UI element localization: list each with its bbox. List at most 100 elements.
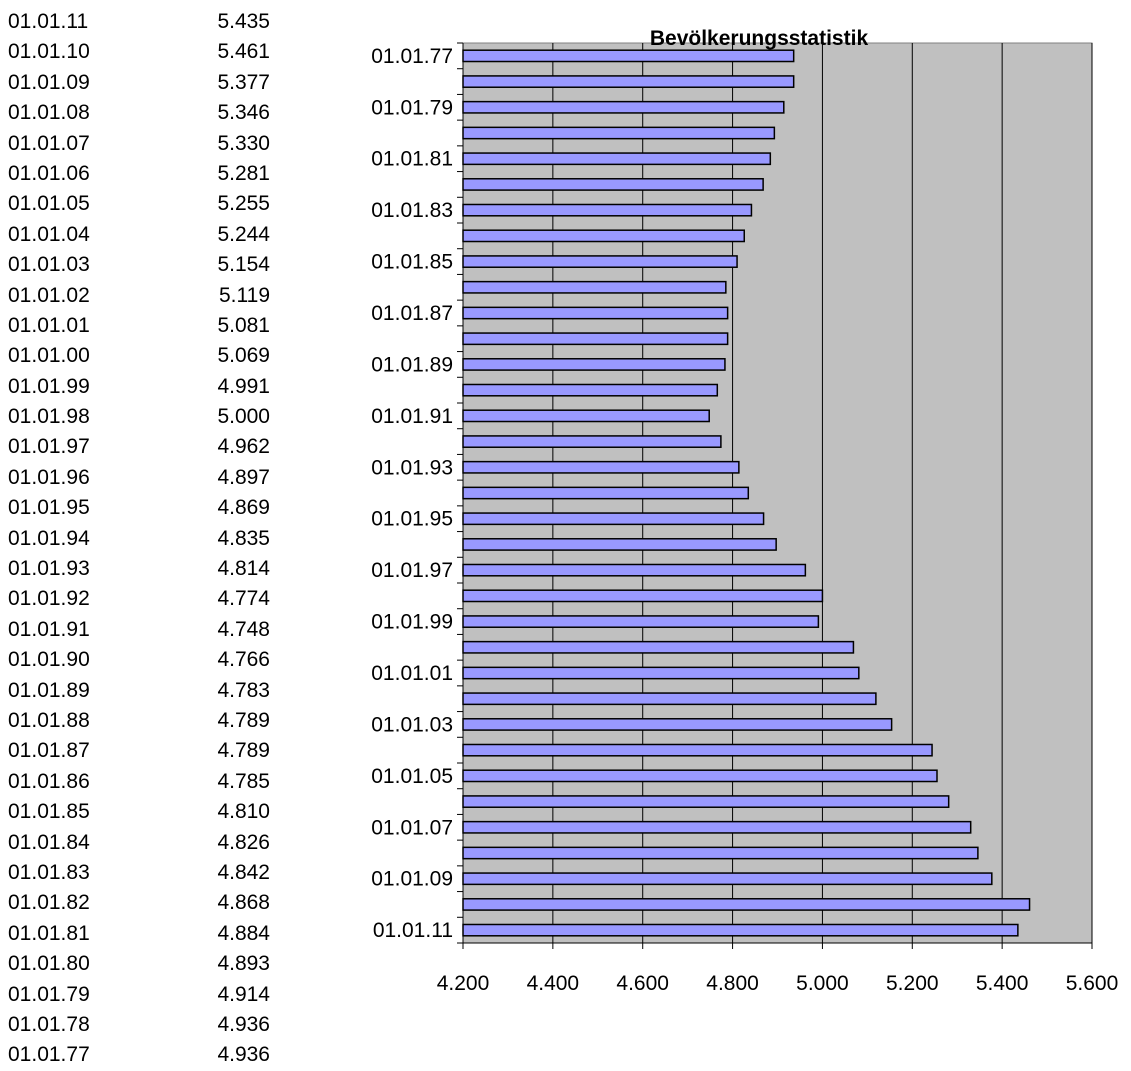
table-value: 4.868 — [217, 891, 270, 915]
table-date: 01.01.86 — [8, 769, 90, 793]
y-tick-label: 01.01.05 — [371, 765, 453, 788]
bar — [462, 512, 765, 526]
table-date: 01.01.03 — [8, 253, 90, 277]
table-value: 4.748 — [217, 617, 270, 641]
bar — [462, 846, 979, 860]
y-tick-label: 01.01.09 — [371, 868, 453, 891]
table-value: 4.893 — [217, 952, 270, 976]
bar — [462, 769, 938, 783]
y-tick-label: 01.01.07 — [371, 816, 453, 839]
bar — [462, 615, 820, 628]
table-date: 01.01.89 — [8, 678, 90, 702]
bar — [462, 229, 746, 243]
bar — [462, 332, 729, 346]
x-tick-label: 4.600 — [616, 972, 669, 995]
table-value: 4.774 — [217, 587, 270, 611]
table-date: 01.01.90 — [8, 648, 90, 672]
table-value: 4.936 — [217, 1012, 270, 1036]
x-tick-label: 5.200 — [886, 972, 939, 995]
bar — [462, 203, 753, 217]
bar — [462, 435, 722, 448]
table-date: 01.01.96 — [8, 465, 90, 489]
x-axis-labels: 4.200 4.400 4.600 4.800 5.000 5.200 5.400 5.600 — [437, 972, 1119, 995]
table-value: 4.835 — [217, 526, 270, 550]
bar — [462, 718, 893, 731]
table-date: 01.01.79 — [8, 982, 90, 1006]
table-date: 01.01.87 — [8, 739, 90, 763]
x-tick-label: 5.000 — [796, 972, 849, 995]
table-date: 01.01.98 — [8, 405, 90, 429]
table-date: 01.01.09 — [8, 70, 90, 94]
table-date: 01.01.92 — [8, 587, 90, 611]
bar — [462, 640, 855, 654]
table-value: 5.435 — [217, 10, 270, 33]
y-tick-label: 01.01.93 — [371, 456, 453, 479]
table-date: 01.01.83 — [8, 860, 90, 884]
table-value: 4.810 — [217, 800, 270, 824]
bar — [462, 383, 719, 397]
table-value: 5.154 — [217, 253, 270, 277]
table-date: 01.01.08 — [8, 101, 90, 125]
bar — [462, 126, 776, 140]
table-date: 01.01.93 — [8, 557, 90, 581]
table-date: 01.01.94 — [8, 526, 90, 550]
table-date: 01.01.00 — [8, 344, 90, 368]
table-value: 4.897 — [217, 465, 270, 489]
bar — [462, 538, 777, 551]
table-date: 01.01.97 — [8, 435, 90, 459]
table-value: 5.330 — [217, 131, 270, 155]
y-tick-label: 01.01.77 — [371, 45, 453, 68]
y-tick-label: 01.01.11 — [373, 919, 453, 942]
table-value: 4.914 — [217, 982, 270, 1006]
y-tick-label: 01.01.95 — [371, 508, 453, 531]
table-date: 01.01.10 — [8, 40, 90, 64]
y-tick-label: 01.01.99 — [371, 611, 453, 634]
table-value: 4.991 — [217, 374, 270, 398]
y-tick-label: 01.01.91 — [371, 405, 453, 428]
table-date: 01.01.99 — [8, 374, 90, 398]
bar — [462, 872, 993, 886]
table-value: 5.069 — [217, 344, 270, 368]
bar — [462, 178, 764, 191]
x-tick-label: 4.800 — [706, 972, 759, 995]
table-value: 5.461 — [217, 40, 270, 64]
bar — [462, 666, 860, 680]
y-tick-label: 01.01.87 — [371, 302, 453, 325]
bar — [462, 280, 727, 294]
y-tick-label: 01.01.83 — [371, 199, 453, 222]
bar — [462, 589, 824, 603]
table-value: 4.936 — [217, 1043, 270, 1067]
table-value: 5.244 — [217, 222, 270, 246]
bar — [462, 75, 795, 88]
table-date: 01.01.91 — [8, 617, 90, 641]
table-value: 5.346 — [217, 101, 270, 125]
bar — [462, 820, 972, 834]
x-tick-label: 5.400 — [976, 972, 1029, 995]
table-value: 5.255 — [217, 192, 270, 216]
table-date: 01.01.80 — [8, 952, 90, 976]
y-tick-label: 01.01.03 — [371, 713, 453, 736]
table-value: 4.842 — [217, 860, 270, 884]
table-date: 01.01.78 — [8, 1012, 90, 1036]
table-value: 4.785 — [217, 769, 270, 793]
table-value: 5.119 — [219, 283, 270, 307]
table-date: 01.01.05 — [8, 192, 90, 216]
bar — [462, 563, 807, 577]
axes — [457, 42, 1093, 949]
table-value: 5.081 — [217, 313, 270, 337]
table-date: 01.01.02 — [8, 283, 90, 307]
table-value: 4.766 — [217, 648, 270, 672]
table-date: 01.01.11 — [8, 10, 89, 33]
table-value: 5.377 — [217, 70, 270, 94]
bar — [462, 100, 785, 114]
bar — [462, 306, 729, 320]
y-tick-label: 01.01.01 — [371, 662, 453, 685]
table-value: 5.000 — [217, 405, 270, 429]
table-date: 01.01.01 — [8, 313, 90, 337]
table-date: 01.01.07 — [8, 131, 90, 155]
bar — [462, 923, 1019, 937]
table-value: 4.826 — [217, 830, 270, 854]
table-value: 4.962 — [217, 435, 270, 459]
bar — [462, 898, 1031, 911]
